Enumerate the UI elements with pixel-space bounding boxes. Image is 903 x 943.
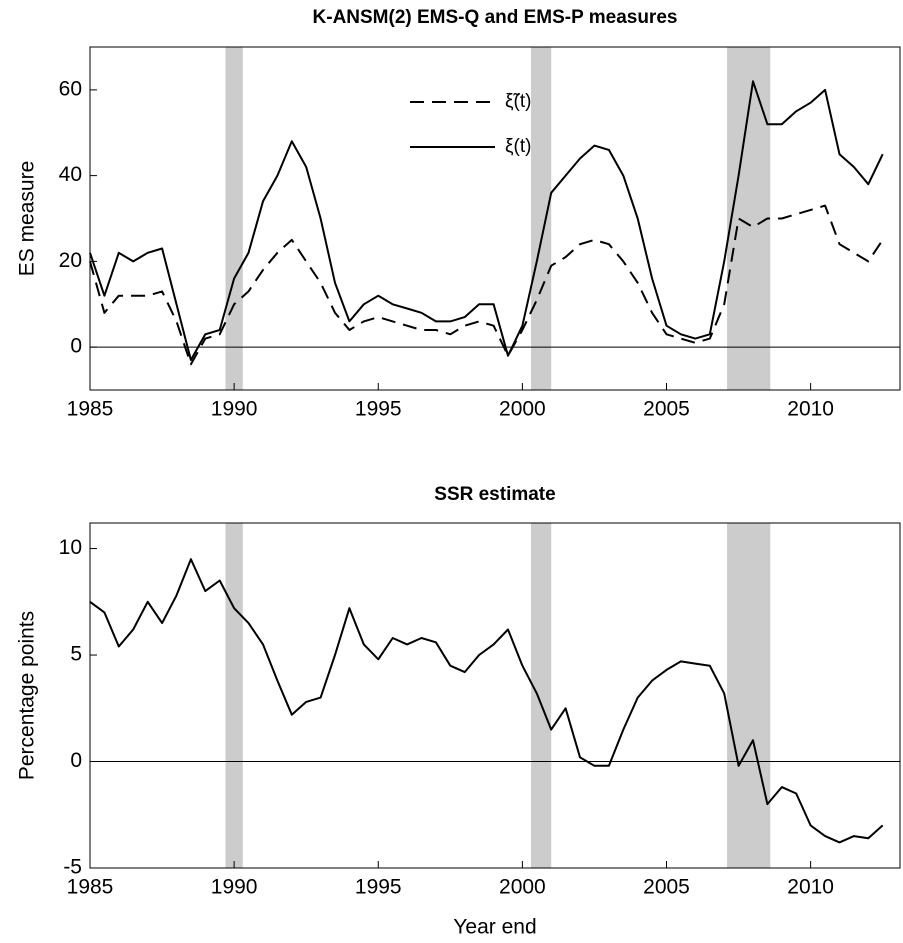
y-tick-label: -5 (63, 856, 82, 879)
shaded-region (531, 523, 552, 868)
y-tick-label: 5 (70, 643, 82, 666)
legend-label: ξ̃(t) (505, 91, 531, 112)
series-line (89, 204, 884, 366)
shaded-region (225, 523, 243, 868)
y-tick-label: 0 (70, 749, 82, 772)
legend-label: ξ(t) (505, 136, 531, 157)
y-tick-label: 20 (59, 249, 82, 272)
x-tick-label: 1990 (211, 876, 258, 899)
x-tick-label: 2010 (787, 398, 834, 421)
y-tick-label: 10 (59, 536, 82, 559)
axes-frame (89, 522, 901, 869)
chart-title: K-ANSM(2) EMS-Q and EMS-P measures (313, 7, 678, 28)
x-tick-label: 1995 (355, 876, 402, 899)
series-line (89, 558, 884, 844)
y-axis-label: Percentage points (16, 611, 39, 780)
axes-frame (89, 46, 901, 391)
y-tick-label: 60 (59, 77, 82, 100)
x-tick-label: 2005 (643, 876, 690, 899)
x-tick-label: 1985 (67, 398, 114, 421)
y-tick-label: 0 (70, 335, 82, 358)
x-tick-label: 1990 (211, 398, 258, 421)
x-tick-label: 1985 (67, 876, 114, 899)
series-line (89, 80, 884, 361)
y-axis-label: ES measure (16, 161, 39, 277)
y-tick-label: 40 (59, 163, 82, 186)
chart-title: SSR estimate (434, 484, 555, 505)
shaded-region (531, 47, 552, 390)
shaded-region (727, 47, 771, 390)
x-tick-label: 1995 (355, 398, 402, 421)
x-tick-label: 2000 (499, 876, 546, 899)
x-tick-label: 2000 (499, 398, 546, 421)
shaded-region (727, 523, 771, 868)
x-tick-label: 2010 (787, 876, 834, 899)
shaded-region (225, 47, 243, 390)
x-tick-label: 2005 (643, 398, 690, 421)
x-axis-label: Year end (453, 916, 536, 939)
